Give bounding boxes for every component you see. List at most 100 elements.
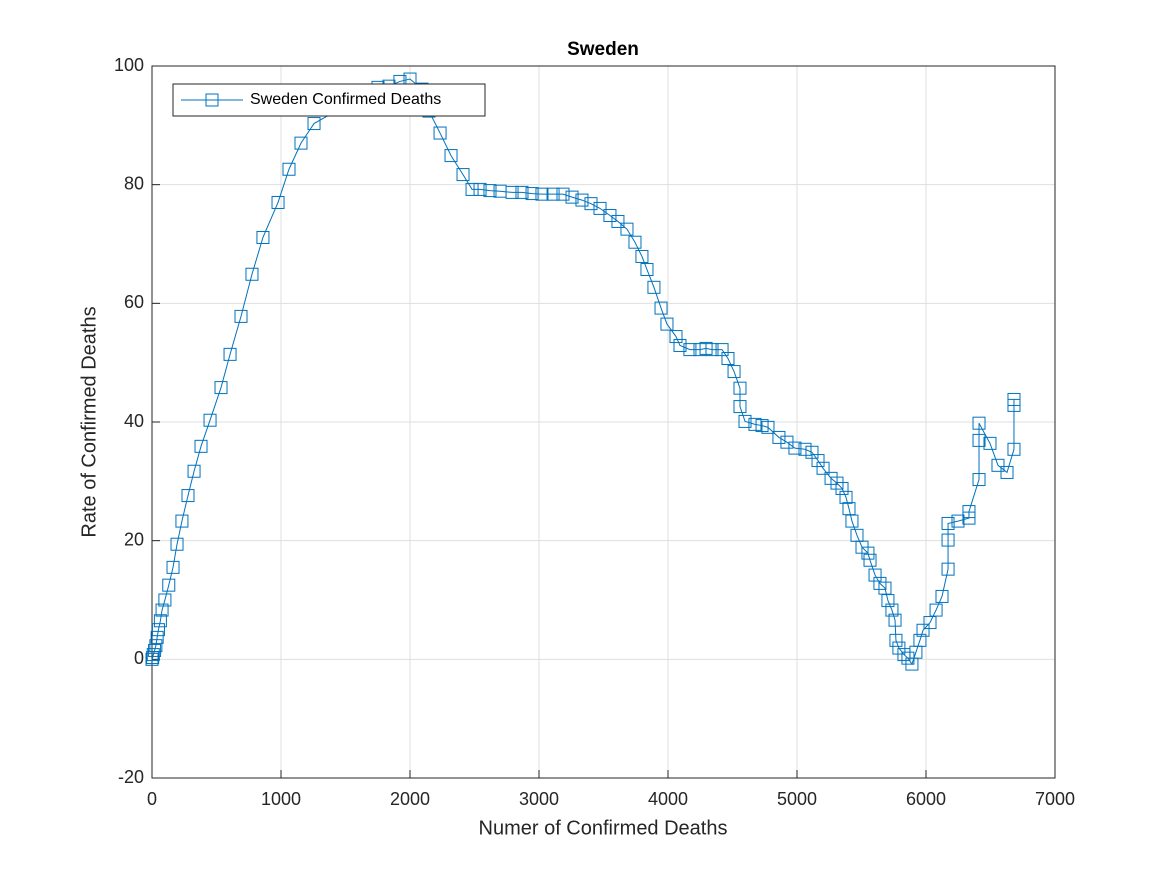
data-marker (187, 464, 201, 478)
data-marker (772, 430, 786, 444)
data-marker (941, 562, 955, 576)
data-marker (863, 553, 877, 567)
y-tick-label: 40 (124, 411, 144, 431)
data-marker (465, 182, 479, 196)
data-marker (307, 117, 321, 131)
data-marker (444, 149, 458, 163)
data-marker (962, 505, 976, 519)
data-marker (505, 185, 519, 199)
data-marker (761, 420, 775, 434)
data-marker (271, 195, 285, 209)
data-marker (888, 613, 902, 627)
data-marker (1007, 392, 1021, 406)
data-marker (705, 343, 719, 357)
x-tick-label: 4000 (648, 789, 688, 809)
y-tick-label: 60 (124, 292, 144, 312)
data-marker (721, 352, 735, 366)
y-tick-label: 20 (124, 529, 144, 549)
data-marker (654, 301, 668, 315)
legend-label: Sweden Confirmed Deaths (250, 91, 441, 108)
data-marker (149, 639, 163, 653)
data-marker (788, 441, 802, 455)
data-marker (145, 652, 159, 666)
data-marker (556, 187, 570, 201)
legend-marker (205, 93, 219, 107)
data-marker (635, 249, 649, 263)
data-marker (972, 416, 986, 430)
data-marker (234, 309, 248, 323)
data-marker (913, 633, 927, 647)
data-marker (660, 317, 674, 331)
data-marker (991, 458, 1005, 472)
data-marker (972, 433, 986, 447)
data-marker (433, 126, 447, 140)
data-marker (194, 439, 208, 453)
data-marker (515, 185, 529, 199)
data-marker (845, 514, 859, 528)
data-marker (282, 162, 296, 176)
data-marker (151, 623, 165, 637)
data-marker (647, 280, 661, 294)
data-marker (483, 184, 497, 198)
data-marker (162, 578, 176, 592)
data-marker (1000, 465, 1014, 479)
data-marker (738, 414, 752, 428)
data-marker (972, 473, 986, 487)
data-marker (611, 214, 625, 228)
data-marker (748, 417, 762, 431)
data-marker (175, 514, 189, 528)
data-marker (929, 603, 943, 617)
x-tick-label: 1000 (261, 789, 301, 809)
data-marker (835, 481, 849, 495)
data-marker (811, 454, 825, 468)
data-marker (628, 235, 642, 249)
data-marker (673, 338, 687, 352)
data-marker (733, 400, 747, 414)
chart-title: Sweden (567, 39, 639, 60)
data-marker (170, 537, 184, 551)
data-marker (881, 594, 895, 608)
data-marker (223, 347, 237, 361)
data-marker (565, 190, 579, 204)
y-tick-label: -20 (118, 767, 144, 787)
data-marker (885, 603, 899, 617)
data-marker (158, 593, 172, 607)
data-line (151, 78, 1015, 666)
data-marker (150, 630, 164, 644)
plot-frame (151, 65, 1056, 779)
data-marker (256, 230, 270, 244)
data-marker (839, 490, 853, 504)
x-tick-label: 5000 (777, 789, 817, 809)
data-marker (640, 263, 654, 277)
data-marker (892, 641, 906, 655)
y-tick-label: 80 (124, 173, 144, 193)
data-marker (873, 576, 887, 590)
data-marker (620, 222, 634, 236)
data-marker (816, 461, 830, 475)
data-marker (941, 533, 955, 547)
data-marker (1007, 442, 1021, 456)
data-marker (535, 187, 549, 201)
data-marker (669, 330, 683, 344)
x-tick-label: 3000 (519, 789, 559, 809)
data-marker (941, 516, 955, 530)
data-marker (473, 182, 487, 196)
data-marker (951, 514, 965, 528)
data-marker (983, 436, 997, 450)
y-tick-label: 0 (134, 648, 144, 668)
data-marker (525, 187, 539, 201)
x-tick-label: 2000 (390, 789, 430, 809)
data-marker (861, 546, 875, 560)
x-axis-label: Numer of Confirmed Deaths (479, 817, 728, 839)
data-marker (683, 343, 697, 357)
data-marker (181, 489, 195, 503)
data-marker (830, 476, 844, 490)
data-marker (593, 201, 607, 215)
data-marker (214, 381, 228, 395)
data-marker (575, 193, 589, 207)
data-marker (546, 187, 560, 201)
data-marker (294, 136, 308, 150)
data-marker (798, 442, 812, 456)
data-marker (962, 511, 976, 525)
